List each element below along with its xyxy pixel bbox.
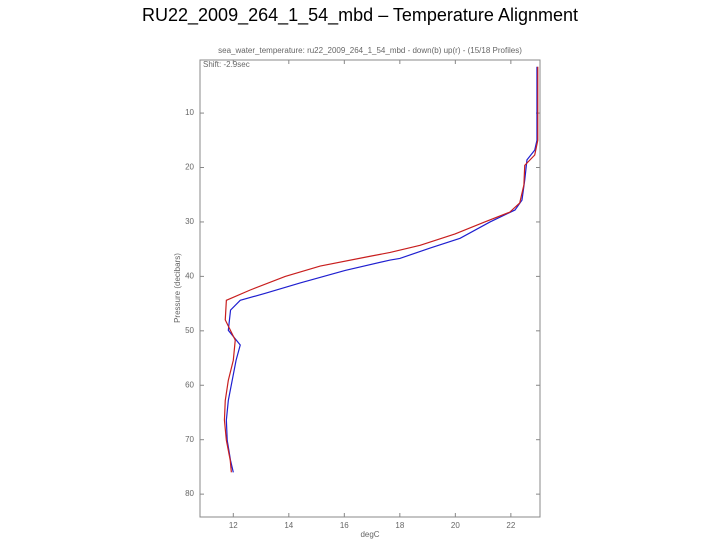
shift-annotation: Shift: -2.9sec bbox=[203, 60, 250, 69]
x-tick-label: 12 bbox=[229, 521, 238, 530]
plot-frame bbox=[199, 59, 541, 518]
chart-title: RU22_2009_264_1_54_mbd – Temperature Ali… bbox=[142, 5, 578, 26]
x-tick-label: 20 bbox=[451, 521, 460, 530]
y-tick-label: 60 bbox=[185, 380, 194, 389]
y-tick-label: 30 bbox=[185, 217, 194, 226]
x-tick-label: 22 bbox=[506, 521, 515, 530]
x-axis-label: degC bbox=[360, 530, 379, 539]
profile-line bbox=[225, 66, 538, 473]
y-axis-label: Pressure (decibars) bbox=[173, 253, 182, 323]
x-tick-label: 14 bbox=[284, 521, 293, 530]
y-tick-label: 50 bbox=[185, 326, 194, 335]
x-tick-label: 16 bbox=[340, 521, 349, 530]
y-tick-label: 80 bbox=[185, 489, 194, 498]
y-tick-label: 10 bbox=[185, 108, 194, 117]
plot-subtitle: sea_water_temperature: ru22_2009_264_1_5… bbox=[218, 46, 522, 55]
y-tick-label: 40 bbox=[185, 271, 194, 280]
x-tick-label: 18 bbox=[395, 521, 404, 530]
profile-line bbox=[223, 66, 539, 473]
y-tick-label: 20 bbox=[185, 163, 194, 172]
y-tick-label: 70 bbox=[185, 435, 194, 444]
